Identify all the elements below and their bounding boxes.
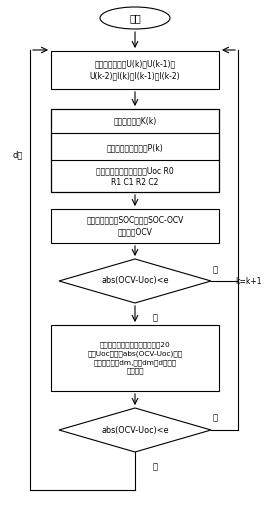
Text: 否: 否 <box>153 462 157 472</box>
Polygon shape <box>59 408 211 452</box>
Text: 实时测量数据，U(k)、U(k-1)、
U(k-2)、I(k)、I(k-1)、I(k-2): 实时测量数据，U(k)、U(k-1)、 U(k-2)、I(k)、I(k-1)、I… <box>90 60 180 81</box>
Text: 是: 是 <box>212 266 218 274</box>
Text: 扩展卡尔曼计算SOC，根据SOC-OCV
关系得到OCV: 扩展卡尔曼计算SOC，根据SOC-OCV 关系得到OCV <box>86 215 184 236</box>
Text: k=k+1: k=k+1 <box>235 276 261 285</box>
Bar <box>51 51 219 89</box>
Text: 否: 否 <box>153 313 157 322</box>
Bar <box>51 209 219 243</box>
Text: 是: 是 <box>212 414 218 422</box>
Text: 记录此次递推，根据此次递推前20
次的Uoc，计算abs(OCV-Uoc)取得
最小值得那次dm,删除dm到d之间的
采样数据: 记录此次递推，根据此次递推前20 次的Uoc，计算abs(OCV-Uoc)取得 … <box>87 342 183 374</box>
Bar <box>51 325 219 391</box>
Text: 计算误差协方差矩阵P(k): 计算误差协方差矩阵P(k) <box>107 143 163 153</box>
Text: 计算递推矩阵K(k): 计算递推矩阵K(k) <box>113 117 157 126</box>
Text: 开始: 开始 <box>129 13 141 23</box>
Bar <box>51 109 219 192</box>
Text: 递推参数更新，参数包含Uoc R0
R1 C1 R2 C2: 递推参数更新，参数包含Uoc R0 R1 C1 R2 C2 <box>96 167 174 188</box>
Ellipse shape <box>100 7 170 29</box>
Text: d次: d次 <box>13 151 23 160</box>
Text: abs(OCV-Uoc)<e: abs(OCV-Uoc)<e <box>101 425 169 434</box>
Text: abs(OCV-Uoc)<e: abs(OCV-Uoc)<e <box>101 276 169 285</box>
Polygon shape <box>59 259 211 303</box>
